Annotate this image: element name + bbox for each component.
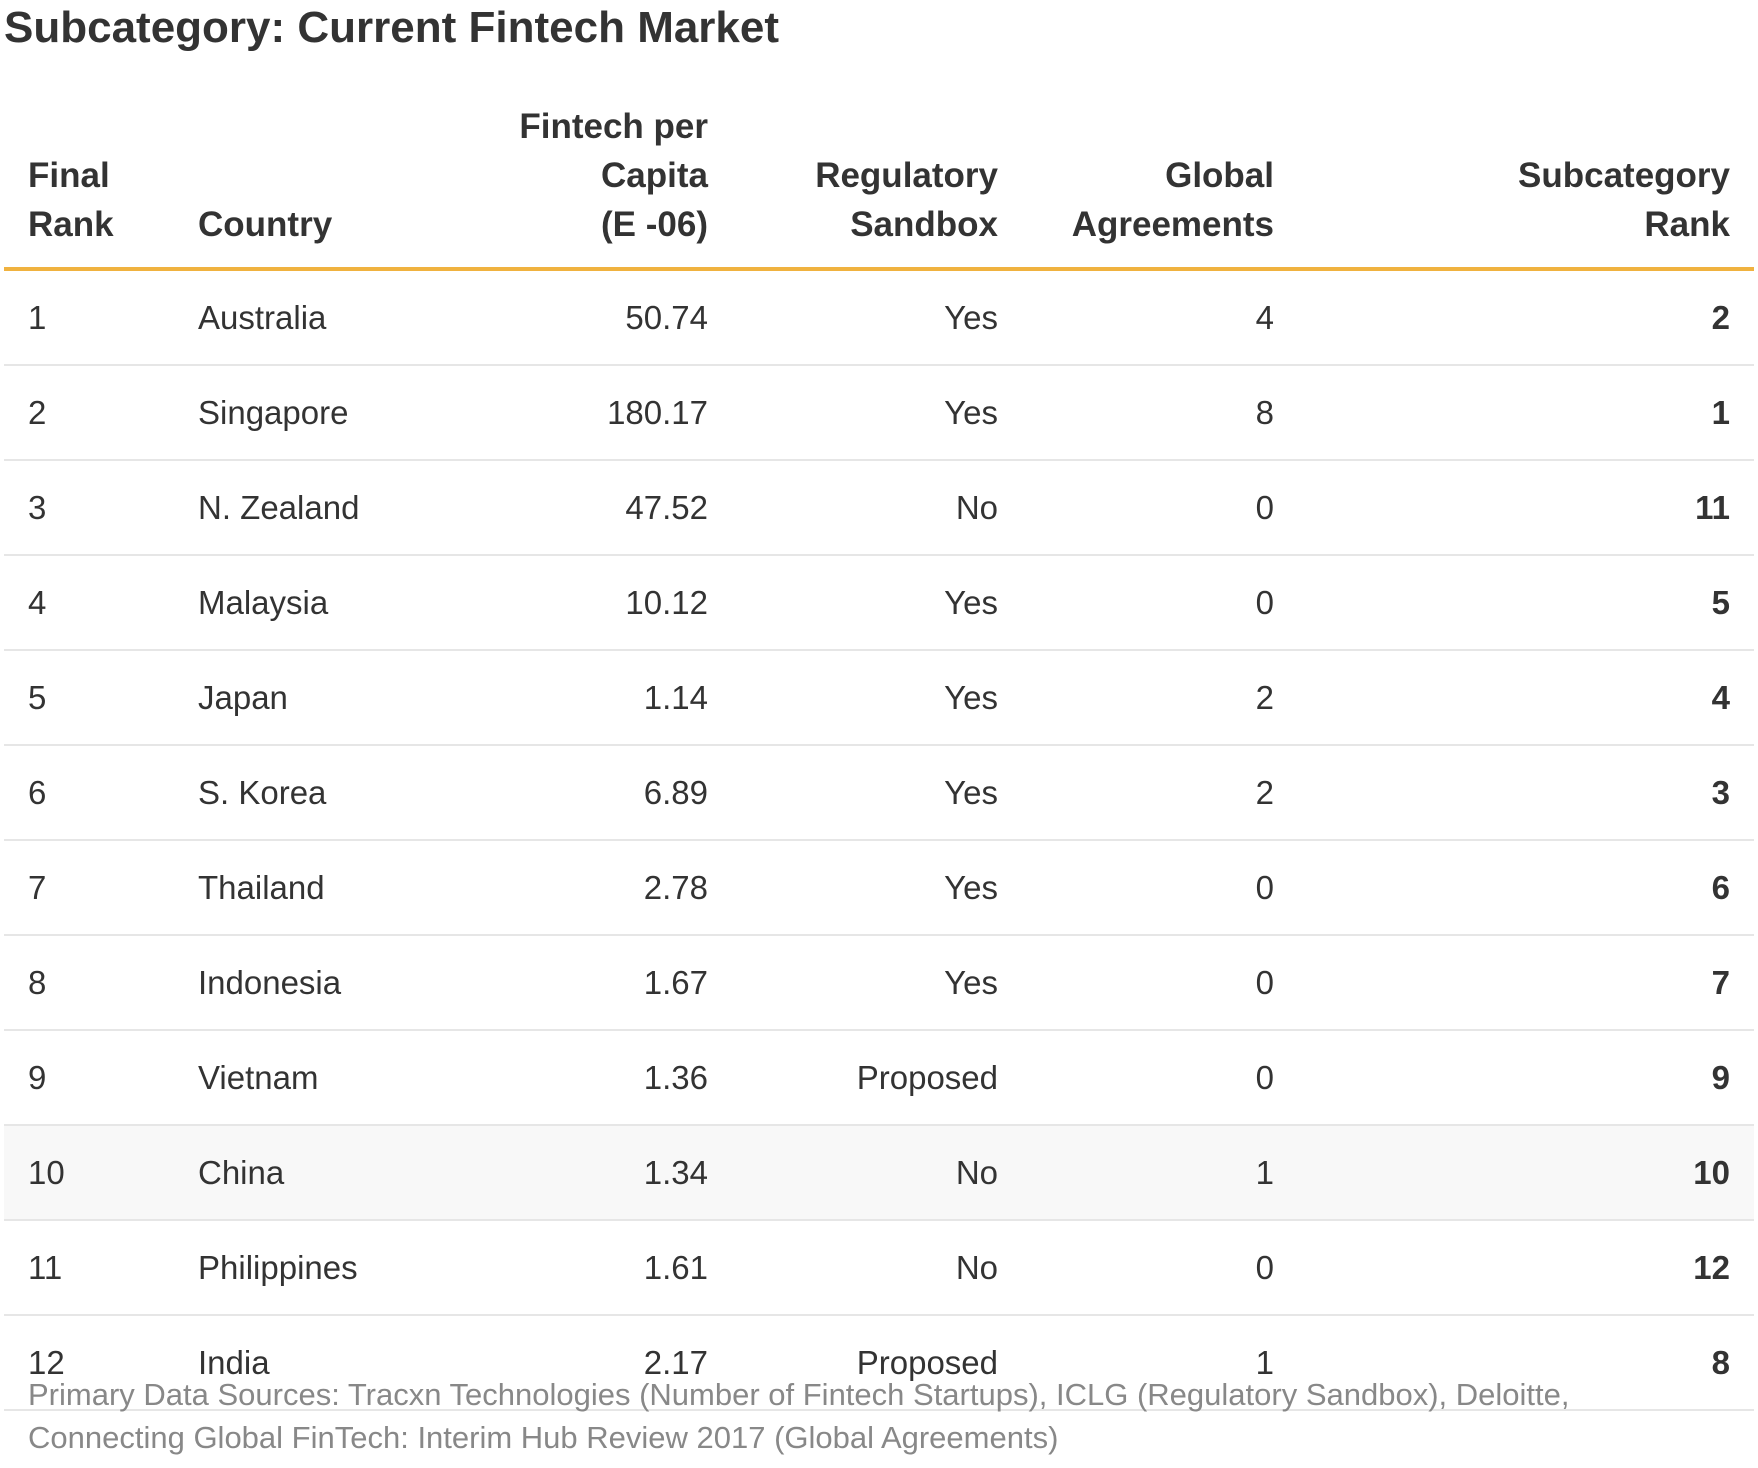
subcategory-rank-cell: 5 [1274,555,1754,651]
regulatory-sandbox-cell: No [708,1125,998,1221]
final-rank-cell: 4 [4,555,198,651]
table-row: 8 Indonesia 1.67 Yes 0 7 [4,935,1754,1031]
global-agreements-cell: 1 [998,1315,1274,1411]
data-sources-line-2: Connecting Global FinTech: Interim Hub R… [28,1420,1059,1455]
chart-title: Subcategory: Current Fintech Market [4,3,780,52]
global-agreements-cell: 0 [998,460,1274,556]
global-agreements-cell: 2 [998,650,1274,746]
regulatory-sandbox-cell: Yes [708,269,998,366]
fintech-per-capita-cell: 1.36 [418,1030,708,1126]
subcategory-rank-cell: 10 [1274,1125,1754,1221]
fintech-per-capita-cell: 1.61 [418,1220,708,1316]
subcategory-rank-cell: 8 [1274,1315,1754,1411]
table-row: 2 Singapore 180.17 Yes 8 1 [4,365,1754,461]
final-rank-cell: 11 [4,1220,198,1316]
fintech-per-capita-cell: 2.17 [418,1315,708,1411]
fintech-per-capita-cell: 50.74 [418,269,708,366]
final-rank-cell: 1 [4,269,198,366]
country-cell: Vietnam [198,1030,418,1126]
country-cell: S. Korea [198,745,418,841]
subcategory-rank-cell: 6 [1274,840,1754,936]
fintech-per-capita-cell: 1.14 [418,650,708,746]
data-table: Final Rank Country Fintech per Capita (E… [4,94,1754,1411]
column-header-country: Country [198,94,418,271]
regulatory-sandbox-cell: Proposed [708,1315,998,1411]
final-rank-cell: 2 [4,365,198,461]
table-row: 11 Philippines 1.61 No 0 12 [4,1220,1754,1316]
country-cell: N. Zealand [198,460,418,556]
regulatory-sandbox-cell: Yes [708,935,998,1031]
fintech-per-capita-cell: 1.67 [418,935,708,1031]
column-header-global-agreements: Global Agreements [998,94,1274,271]
table-body: 1 Australia 50.74 Yes 4 2 2 Singapore 180.17 Yes 8… [4,269,1754,1411]
country-cell: Philippines [198,1220,418,1316]
final-rank-cell: 10 [4,1125,198,1221]
country-cell: Malaysia [198,555,418,651]
table-row: 10 China 1.34 No 1 10 [4,1125,1754,1221]
global-agreements-cell: 0 [998,555,1274,651]
final-rank-cell: 12 [4,1315,198,1411]
subcategory-rank-cell: 7 [1274,935,1754,1031]
fintech-per-capita-cell: 2.78 [418,840,708,936]
country-cell: Australia [198,269,418,366]
final-rank-cell: 8 [4,935,198,1031]
fintech-per-capita-cell: 6.89 [418,745,708,841]
column-header-fintech-per-capita: Fintech per Capita (E -06) [418,94,708,271]
subcategory-rank-cell: 9 [1274,1030,1754,1126]
global-agreements-cell: 2 [998,745,1274,841]
global-agreements-cell: 0 [998,1220,1274,1316]
table-row: 9 Vietnam 1.36 Proposed 0 9 [4,1030,1754,1126]
column-header-subcategory-rank: Subcategory Rank [1274,94,1754,271]
country-cell: Japan [198,650,418,746]
subcategory-rank-cell: 1 [1274,365,1754,461]
regulatory-sandbox-cell: Yes [708,650,998,746]
country-cell: China [198,1125,418,1221]
regulatory-sandbox-cell: No [708,460,998,556]
fintech-per-capita-cell: 180.17 [418,365,708,461]
table-row: 4 Malaysia 10.12 Yes 0 5 [4,555,1754,651]
column-header-regulatory-sandbox: Regulatory Sandbox [708,94,998,271]
subcategory-rank-cell: 12 [1274,1220,1754,1316]
country-cell: Singapore [198,365,418,461]
global-agreements-cell: 0 [998,840,1274,936]
country-cell: India [198,1315,418,1411]
global-agreements-cell: 8 [998,365,1274,461]
global-agreements-cell: 4 [998,269,1274,366]
final-rank-cell: 7 [4,840,198,936]
global-agreements-cell: 1 [998,1125,1274,1221]
table-row: 12 India 2.17 Proposed 1 8 [4,1315,1754,1411]
fintech-per-capita-cell: 1.34 [418,1125,708,1221]
regulatory-sandbox-cell: Yes [708,745,998,841]
subcategory-rank-cell: 4 [1274,650,1754,746]
fintech-per-capita-cell: 47.52 [418,460,708,556]
regulatory-sandbox-cell: Yes [708,555,998,651]
final-rank-cell: 5 [4,650,198,746]
regulatory-sandbox-cell: Yes [708,840,998,936]
table-row: 5 Japan 1.14 Yes 2 4 [4,650,1754,746]
global-agreements-cell: 0 [998,935,1274,1031]
subcategory-rank-cell: 11 [1274,460,1754,556]
table-row: 6 S. Korea 6.89 Yes 2 3 [4,745,1754,841]
data-sources-line-1: Primary Data Sources: Tracxn Technologie… [28,1377,1570,1412]
subcategory-rank-cell: 2 [1274,269,1754,366]
column-header-final-rank: Final Rank [4,94,198,271]
subcategory-rank-cell: 3 [1274,745,1754,841]
table-row: 1 Australia 50.74 Yes 4 2 [4,269,1754,366]
table-row: 3 N. Zealand 47.52 No 0 11 [4,460,1754,556]
regulatory-sandbox-cell: Proposed [708,1030,998,1126]
regulatory-sandbox-cell: No [708,1220,998,1316]
final-rank-cell: 6 [4,745,198,841]
fintech-per-capita-cell: 10.12 [418,555,708,651]
table-row: 7 Thailand 2.78 Yes 0 6 [4,840,1754,936]
global-agreements-cell: 0 [998,1030,1274,1126]
country-cell: Thailand [198,840,418,936]
header-row: Final Rank Country Fintech per Capita (E… [4,94,1754,271]
final-rank-cell: 9 [4,1030,198,1126]
data-sources-note: Primary Data Sources: Tracxn Technologie… [28,1373,1728,1459]
regulatory-sandbox-cell: Yes [708,365,998,461]
final-rank-cell: 3 [4,460,198,556]
country-cell: Indonesia [198,935,418,1031]
